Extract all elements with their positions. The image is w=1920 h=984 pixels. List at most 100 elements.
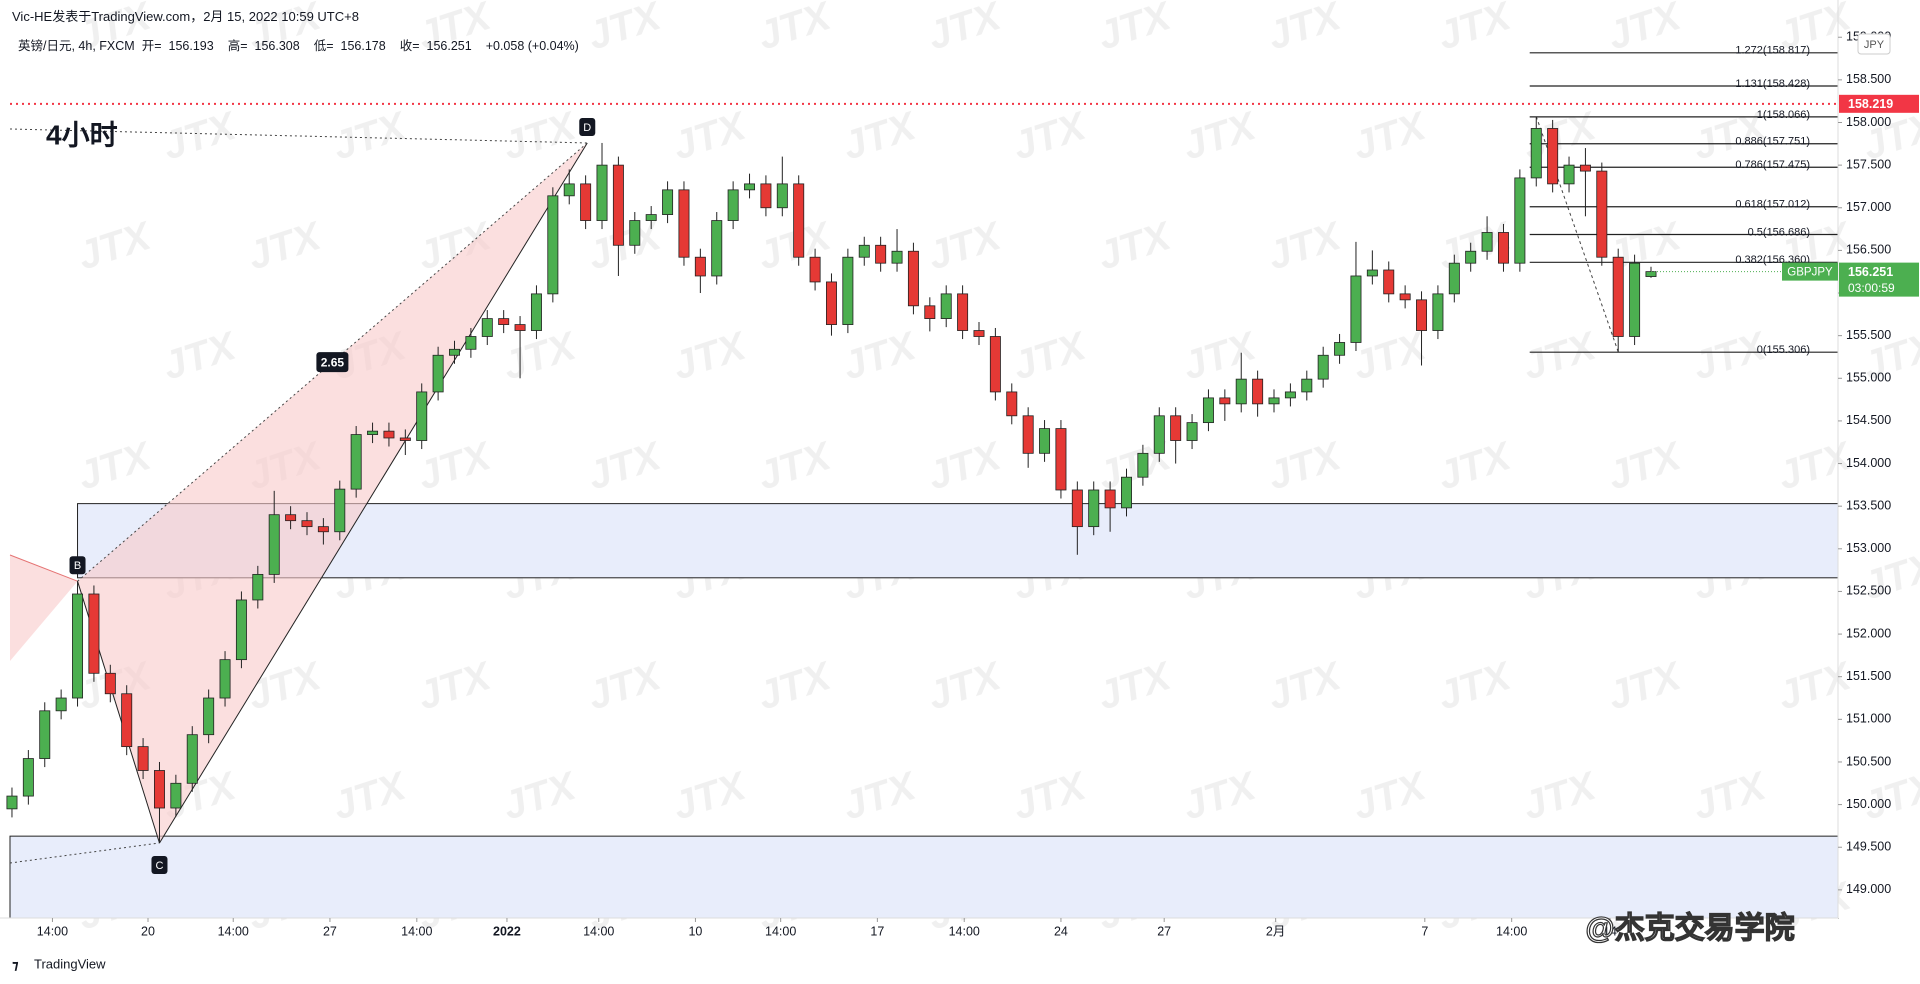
- watermark: JTX: [242, 213, 328, 278]
- pattern-point-box: [69, 556, 86, 575]
- watermark: JTX: [72, 213, 158, 278]
- ohlc-label: 收=: [399, 39, 420, 53]
- y-tick-label: 158.500: [1846, 72, 1891, 86]
- candle-body: [170, 782, 182, 809]
- candle-body: [924, 305, 936, 319]
- brand-name: TradingView: [34, 956, 106, 971]
- y-tick-label: 154.500: [1846, 413, 1891, 427]
- y-tick-label: 153.000: [1846, 541, 1891, 555]
- candle-body: [1530, 128, 1542, 179]
- watermark: JTX: [497, 323, 583, 388]
- candle-body: [55, 697, 67, 712]
- candle-body: [907, 250, 919, 307]
- candle-body: [629, 220, 641, 246]
- x-tick-label: 14:00: [765, 924, 796, 938]
- ohlc-item: 开= 156.193: [142, 39, 221, 53]
- x-tick-label: 24: [1054, 924, 1068, 938]
- ratio-box: [316, 352, 349, 373]
- candle-body: [1186, 422, 1198, 441]
- candle-body: [563, 183, 575, 197]
- candle-body: [1334, 342, 1346, 356]
- watermark: JTX: [922, 653, 1008, 718]
- candle-body: [580, 183, 592, 221]
- candle-body: [104, 672, 116, 695]
- candle-body: [1121, 476, 1132, 509]
- currency-button[interactable]: [1857, 33, 1891, 55]
- candle-body: [678, 189, 690, 258]
- countdown-label: 03:00:59: [1848, 281, 1895, 295]
- watermark: JTX: [1092, 433, 1178, 498]
- ohlc-label: 开=: [141, 39, 162, 53]
- fib-label: 0.786(157.475): [1735, 159, 1810, 171]
- y-tick-label: 157.500: [1846, 157, 1891, 171]
- watermark: JTX: [667, 763, 753, 828]
- candle-body: [973, 330, 985, 337]
- x-tick-label: 17: [870, 924, 884, 938]
- candle-body: [1022, 415, 1034, 454]
- x-tick-label: 27: [323, 924, 337, 938]
- watermark: JTX: [1007, 763, 1093, 828]
- candle-body: [760, 183, 772, 209]
- pattern-left-fill: [10, 555, 78, 661]
- candle-body: [694, 256, 706, 277]
- candle-body: [744, 183, 756, 191]
- watermark: JTX: [922, 0, 1008, 59]
- watermark: JTX: [497, 763, 583, 828]
- candle-body: [252, 573, 264, 601]
- pattern-point-label: C: [156, 860, 164, 872]
- y-tick-label: 156.500: [1846, 243, 1891, 257]
- pattern-leg: [159, 142, 588, 844]
- x-tick-label: 14:00: [218, 924, 249, 938]
- candle-body: [153, 770, 165, 809]
- watermark: JTX: [582, 0, 668, 59]
- currency-label: JPY: [1864, 39, 1885, 51]
- watermark: JTX: [1262, 213, 1348, 278]
- candle-body: [137, 746, 149, 771]
- candle-body: [514, 324, 526, 331]
- candle-body: [1219, 397, 1231, 405]
- ohlc-label: 高=: [227, 39, 248, 53]
- x-tick-label: 14:00: [401, 924, 432, 938]
- pattern-dotted: [9, 128, 588, 144]
- ohlc-item: 高= 156.308: [228, 39, 307, 53]
- candle-body: [1202, 397, 1214, 424]
- watermark: JTX: [667, 323, 753, 388]
- candle-body: [416, 391, 428, 441]
- symbol-name: 英镑/日元, 4h, FXCM: [18, 39, 135, 53]
- candle-body: [1284, 391, 1296, 399]
- candle-body: [1432, 293, 1444, 331]
- watermark: JTX: [327, 103, 413, 168]
- last-price-label: 156.251: [1848, 265, 1893, 279]
- pattern-line: [9, 554, 78, 582]
- price-zone: [9, 835, 1839, 919]
- fib-label: 1(158.066): [1757, 109, 1810, 121]
- y-tick-label: 152.000: [1846, 626, 1891, 640]
- watermark: JTX: [1772, 653, 1858, 718]
- candle-body: [1104, 489, 1116, 509]
- x-tick-label: 20: [141, 924, 155, 938]
- y-tick-label: 149.500: [1846, 840, 1891, 854]
- watermark: JTX: [1687, 763, 1773, 828]
- watermark: JTX: [1432, 0, 1518, 59]
- candle-body: [121, 693, 133, 748]
- candle-body: [1317, 354, 1329, 380]
- y-tick-label: 155.000: [1846, 371, 1891, 385]
- candle-body: [186, 734, 198, 784]
- y-tick-label: 151.000: [1846, 712, 1891, 726]
- candle-body: [383, 430, 395, 439]
- y-tick-label: 154.000: [1846, 456, 1891, 470]
- ohlc-value: 156.193: [168, 39, 214, 53]
- x-tick-label: 14:00: [949, 924, 980, 938]
- y-tick-label: 149.000: [1846, 882, 1891, 896]
- candle-body: [285, 514, 297, 522]
- watermark: JTX: [1262, 653, 1348, 718]
- candle-body: [776, 183, 788, 209]
- candle-body: [1448, 262, 1460, 295]
- candle-body: [612, 164, 624, 246]
- alert-price-label: 158.219: [1848, 97, 1893, 111]
- candle-body: [809, 256, 821, 283]
- candle-body: [1596, 170, 1608, 258]
- candle-body: [481, 318, 493, 337]
- watermark: JTX: [1092, 0, 1178, 59]
- x-tick-label: 7: [1421, 924, 1428, 938]
